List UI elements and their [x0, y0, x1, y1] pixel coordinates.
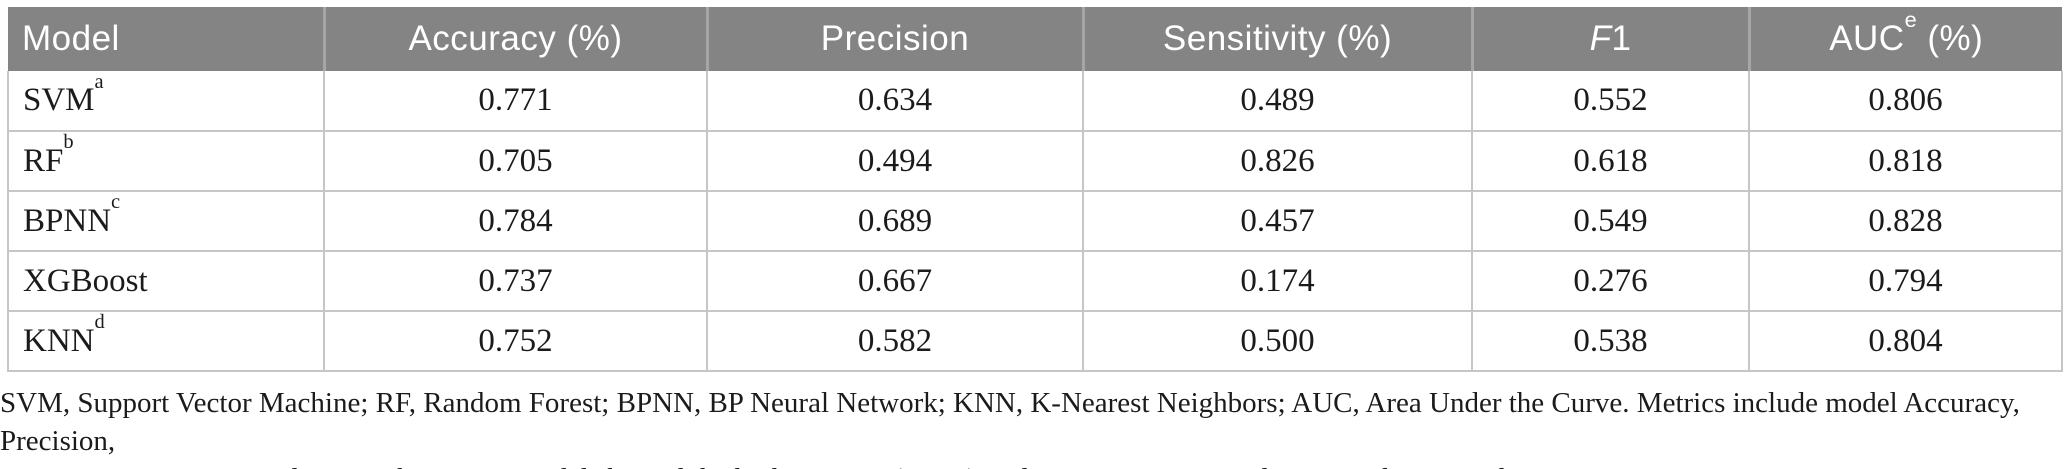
metric-value-cell: 0.689 [706, 191, 1083, 251]
metric-value-cell: 0.818 [1748, 131, 2063, 191]
model-superscript: a [94, 70, 104, 93]
metric-value-cell: 0.705 [323, 131, 707, 191]
header-label: Sensitivity (%) [1162, 19, 1393, 58]
table-footnote: SVM, Support Vector Machine; RF, Random … [0, 384, 2068, 469]
metric-value-cell: 0.174 [1082, 251, 1472, 311]
model-name-cell: SVMa [7, 70, 324, 131]
model-name-cell: BPNNc [7, 191, 324, 251]
metric-value-cell: 0.489 [1082, 71, 1472, 131]
table-row-svm: SVMa 0.771 0.634 0.489 0.552 0.806 [7, 70, 2063, 131]
metric-value-cell: 0.618 [1471, 131, 1749, 191]
table-row-bpnn: BPNNc 0.784 0.689 0.457 0.549 0.828 [7, 191, 2063, 251]
metric-value-cell: 0.826 [1082, 131, 1472, 191]
header-label: Precision [820, 19, 970, 58]
metric-value-cell: 0.828 [1748, 191, 2063, 251]
metric-value-cell: 0.784 [323, 191, 707, 251]
header-label: Accuracy (%) [408, 19, 623, 58]
metric-value-cell: 0.667 [706, 251, 1083, 311]
footnote-line-2: Sensitivity, F1 Score, and AUC. The BPNN… [0, 460, 2068, 469]
column-header-auc: AUCe (%) [1747, 6, 2062, 71]
metric-value-cell: 0.634 [706, 71, 1083, 131]
metric-value-cell: 0.806 [1748, 71, 2063, 131]
metric-value-cell: 0.771 [323, 71, 707, 131]
model-superscript: b [63, 131, 74, 154]
metric-value-cell: 0.494 [706, 131, 1083, 191]
header-label: AUC [1829, 19, 1905, 58]
model-superscript: d [94, 311, 105, 334]
footnote-line-1: SVM, Support Vector Machine; RF, Random … [0, 387, 2020, 457]
column-header-model: Model [8, 7, 324, 71]
table-row-xgboost: XGBoost 0.737 0.667 0.174 0.276 0.794 [7, 251, 2063, 311]
model-name-cell: RFb [7, 131, 324, 191]
model-superscript: c [111, 191, 121, 214]
column-header-f1: F1 [1470, 7, 1749, 71]
model-name: RF [23, 142, 64, 179]
metric-value-cell: 0.552 [1471, 71, 1749, 131]
metric-value-cell: 0.538 [1471, 311, 1749, 371]
header-italic-part: F [1589, 19, 1612, 58]
table-row-rf: RFb 0.705 0.494 0.826 0.618 0.818 [7, 131, 2063, 191]
metric-value-cell: 0.457 [1082, 191, 1472, 251]
metric-value-cell: 0.794 [1748, 251, 2063, 311]
footnote-italic-f: F [137, 463, 155, 469]
header-suffix: (%) [1917, 19, 1984, 58]
model-name: BPNN [23, 202, 112, 239]
table-row-knn: KNNd 0.752 0.582 0.500 0.538 0.804 [7, 311, 2063, 371]
metric-value-cell: 0.737 [323, 251, 707, 311]
metric-value-cell: 0.804 [1748, 311, 2063, 371]
model-name: SVM [23, 82, 95, 118]
header-superscript: e [1904, 6, 1918, 32]
header-label: 1 [1611, 19, 1632, 58]
metric-value-cell: 0.549 [1471, 191, 1749, 251]
metric-value-cell: 0.752 [323, 311, 707, 371]
metric-value-cell: 0.276 [1471, 251, 1749, 311]
header-row: Model Accuracy (%) Precision Sensitivity… [8, 7, 2062, 71]
header-label: Model [22, 19, 120, 58]
model-name-cell: XGBoost [7, 251, 324, 311]
metric-value-cell: 0.500 [1082, 311, 1472, 371]
metric-value-cell: 0.582 [706, 311, 1083, 371]
model-name: XGBoost [23, 262, 148, 299]
footnote-text: 1 Score, and AUC. The BPNN model showed … [154, 463, 1589, 469]
column-header-sensitivity: Sensitivity (%) [1081, 7, 1472, 71]
column-header-accuracy: Accuracy (%) [322, 7, 707, 71]
footnote-text: Sensitivity, [0, 463, 137, 469]
model-name: KNN [23, 322, 95, 359]
model-performance-table: Model Accuracy (%) Precision Sensitivity… [7, 7, 2063, 372]
column-header-precision: Precision [705, 7, 1083, 71]
model-name-cell: KNNd [7, 311, 324, 371]
